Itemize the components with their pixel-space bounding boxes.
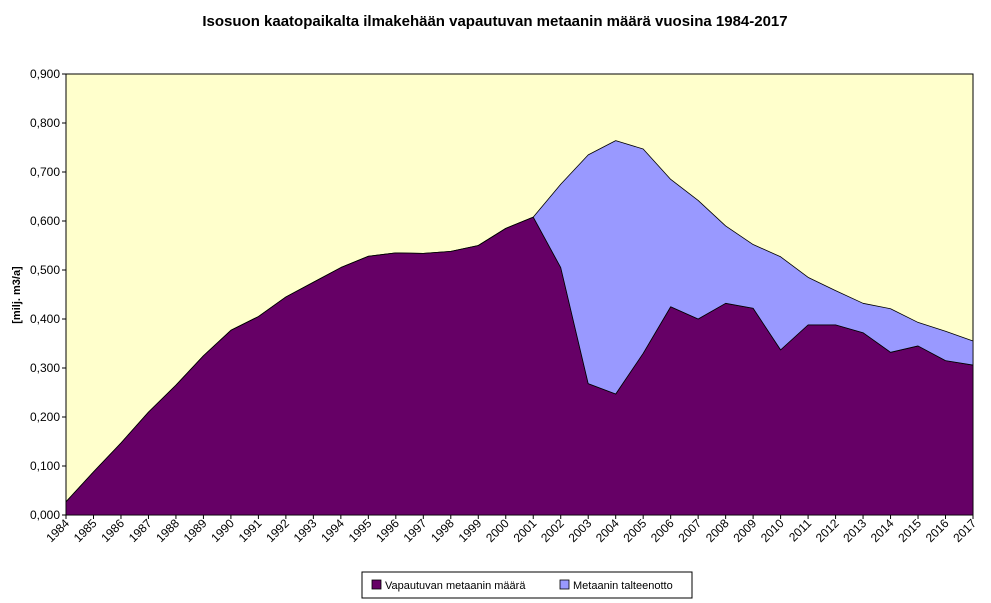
x-tick-label: 2002: [538, 516, 567, 545]
legend-box: [361, 571, 693, 599]
y-axis-title: [milj. m3/a]: [11, 266, 23, 324]
x-tick-label: 2000: [483, 516, 512, 545]
x-tick-label: 2004: [593, 516, 622, 545]
x-tick-label: 2009: [730, 516, 759, 545]
x-tick-label: 2001: [511, 516, 540, 545]
y-tick-label: 0,300: [30, 361, 60, 375]
x-tick-label: 1999: [456, 516, 485, 545]
x-tick-label: 1994: [318, 516, 347, 545]
x-tick-label: 2010: [758, 516, 787, 545]
x-tick-label: 2013: [840, 516, 869, 545]
y-tick-label: 0,100: [30, 459, 60, 473]
legend-label-2: Metaanin talteenotto: [573, 580, 673, 592]
x-axis: 1984198519861987198819891990199119921993…: [43, 515, 979, 545]
x-tick-label: 1985: [71, 516, 100, 545]
x-tick-label: 1989: [181, 516, 210, 545]
legend-label-1: Vapautuvan metaanin määrä: [385, 580, 526, 592]
x-tick-label: 2005: [621, 516, 650, 545]
x-tick-label: 1990: [208, 516, 237, 545]
x-tick-label: 2008: [703, 516, 732, 545]
y-tick-label: 0,000: [30, 508, 60, 522]
x-tick-label: 2011: [786, 516, 814, 544]
x-tick-label: 2017: [950, 516, 979, 545]
x-tick-label: 2007: [675, 516, 704, 545]
x-tick-label: 1992: [263, 516, 292, 545]
series-area-2: [65, 140, 974, 503]
legend-swatch-2: [559, 579, 570, 590]
x-tick-label: 2006: [648, 516, 677, 545]
x-tick-label: 2014: [868, 516, 897, 545]
x-tick-label: 1988: [153, 516, 182, 545]
x-tick-label: 2012: [813, 516, 842, 545]
x-tick-label: 1991: [236, 516, 265, 545]
x-tick-label: 1998: [428, 516, 457, 545]
x-tick-label: 1995: [346, 516, 375, 545]
legend-swatch-1: [371, 579, 382, 590]
y-tick-label: 0,200: [30, 410, 60, 424]
x-tick-label: 1987: [126, 516, 155, 545]
x-tick-label: 1996: [373, 516, 402, 545]
x-tick-label: 1997: [401, 516, 430, 545]
y-tick-label: 0,600: [30, 214, 60, 228]
x-tick-label: 2016: [923, 516, 952, 545]
y-axis: 0,000 0,100 0,200 0,300 0,400 0,500 0,600 0,700…: [30, 67, 66, 522]
y-tick-label: 0,700: [30, 165, 60, 179]
x-tick-label: 2003: [566, 516, 595, 545]
y-tick-label: 0,400: [30, 312, 60, 326]
y-tick-label: 0,800: [30, 116, 60, 130]
legend: Vapautuvan metaanin määrä Metaanin taltee…: [361, 571, 693, 599]
x-tick-label: 1993: [291, 516, 320, 545]
chart-title: Isosuon kaatopaikalta ilmakehään vapautu…: [202, 13, 787, 30]
y-tick-label: 0,900: [30, 67, 60, 81]
x-tick-label: 1986: [98, 516, 127, 545]
y-tick-label: 0,500: [30, 263, 60, 277]
x-tick-label: 2015: [895, 516, 924, 545]
